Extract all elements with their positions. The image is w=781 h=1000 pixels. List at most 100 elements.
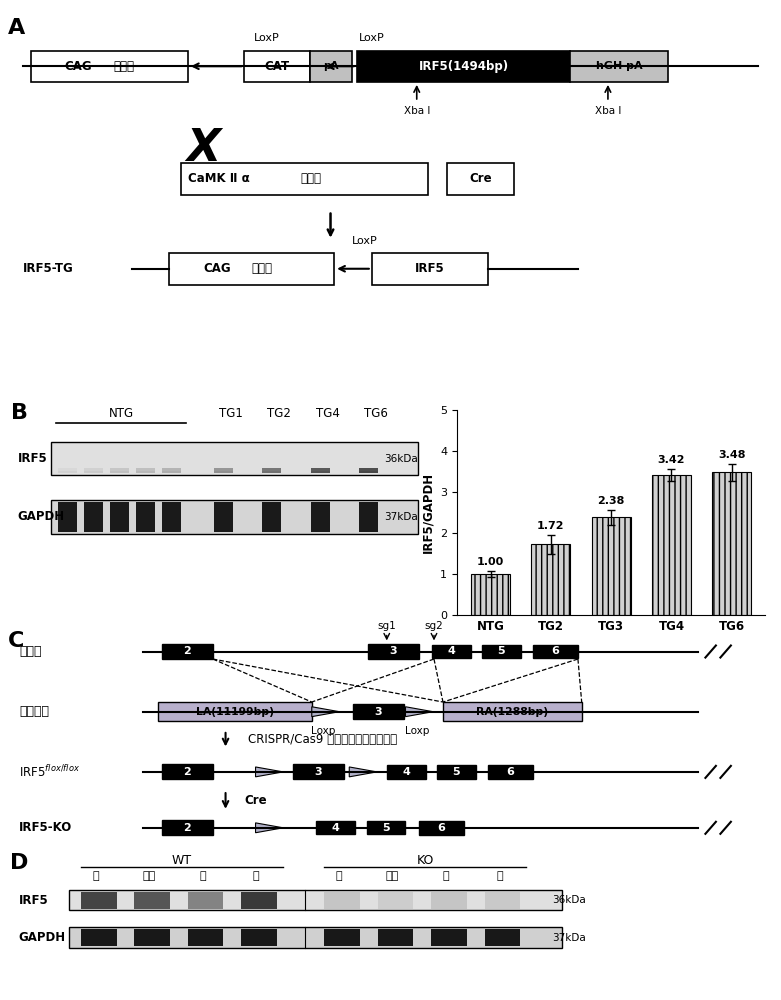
Text: IRF5: IRF5 — [415, 262, 444, 275]
Text: 3.48: 3.48 — [718, 450, 746, 460]
Text: LoxP: LoxP — [351, 235, 377, 245]
FancyBboxPatch shape — [244, 50, 310, 82]
FancyBboxPatch shape — [84, 469, 103, 473]
FancyBboxPatch shape — [136, 502, 155, 532]
FancyBboxPatch shape — [378, 929, 413, 946]
FancyBboxPatch shape — [162, 470, 181, 473]
Polygon shape — [312, 707, 340, 717]
FancyBboxPatch shape — [110, 468, 129, 472]
Text: Xba I: Xba I — [404, 106, 430, 116]
FancyBboxPatch shape — [69, 890, 562, 910]
Text: 4: 4 — [402, 767, 410, 777]
FancyBboxPatch shape — [84, 469, 103, 472]
Text: 6: 6 — [437, 823, 445, 833]
Text: 3: 3 — [375, 707, 383, 717]
Text: 1.00: 1.00 — [477, 557, 504, 567]
Text: A: A — [8, 17, 25, 37]
FancyBboxPatch shape — [84, 468, 103, 471]
FancyBboxPatch shape — [214, 469, 233, 473]
Text: B: B — [12, 403, 28, 423]
FancyBboxPatch shape — [311, 468, 330, 471]
Text: CRISPR/Cas9 介导的额同源重组修复: CRISPR/Cas9 介导的额同源重组修复 — [248, 733, 398, 746]
FancyBboxPatch shape — [359, 470, 378, 473]
FancyBboxPatch shape — [311, 502, 330, 532]
FancyBboxPatch shape — [324, 892, 360, 909]
FancyBboxPatch shape — [311, 468, 330, 471]
Text: LoxP: LoxP — [254, 33, 280, 43]
FancyBboxPatch shape — [311, 469, 330, 472]
Text: Loxp: Loxp — [405, 726, 429, 736]
FancyBboxPatch shape — [293, 764, 344, 779]
FancyBboxPatch shape — [431, 892, 467, 909]
FancyBboxPatch shape — [488, 765, 533, 779]
FancyBboxPatch shape — [110, 468, 129, 471]
FancyBboxPatch shape — [262, 468, 281, 471]
FancyBboxPatch shape — [58, 470, 77, 473]
FancyBboxPatch shape — [136, 470, 155, 473]
Text: 脂肪: 脂肪 — [386, 871, 399, 881]
FancyBboxPatch shape — [162, 820, 212, 835]
FancyBboxPatch shape — [359, 468, 378, 472]
FancyBboxPatch shape — [387, 765, 426, 779]
Bar — [712, 472, 751, 615]
Text: NTG: NTG — [109, 407, 134, 420]
FancyBboxPatch shape — [378, 892, 413, 909]
Text: 脑: 脑 — [336, 871, 342, 881]
FancyBboxPatch shape — [169, 253, 334, 284]
FancyBboxPatch shape — [162, 469, 181, 473]
FancyBboxPatch shape — [84, 502, 103, 532]
Text: LA(11199bp): LA(11199bp) — [196, 707, 274, 717]
Text: 37kDa: 37kDa — [551, 933, 586, 943]
Text: Xba I: Xba I — [595, 106, 621, 116]
FancyBboxPatch shape — [359, 469, 378, 473]
FancyBboxPatch shape — [162, 468, 181, 471]
Bar — [591, 517, 631, 615]
Text: TG6: TG6 — [364, 407, 388, 420]
Text: 供体载体: 供体载体 — [20, 705, 49, 718]
FancyBboxPatch shape — [58, 469, 77, 472]
Text: 肺: 肺 — [443, 871, 449, 881]
FancyBboxPatch shape — [311, 470, 330, 473]
FancyBboxPatch shape — [262, 469, 281, 472]
FancyBboxPatch shape — [484, 892, 520, 909]
FancyBboxPatch shape — [84, 469, 103, 472]
Polygon shape — [405, 707, 433, 717]
Text: IRF5: IRF5 — [19, 894, 48, 907]
Text: IRF5-KO: IRF5-KO — [20, 821, 73, 834]
Text: 启动子: 启动子 — [113, 60, 134, 73]
FancyBboxPatch shape — [311, 468, 330, 472]
FancyBboxPatch shape — [262, 502, 281, 532]
Bar — [652, 475, 691, 615]
Text: CAT: CAT — [265, 60, 290, 73]
FancyBboxPatch shape — [136, 468, 155, 471]
Text: 6: 6 — [551, 647, 559, 656]
FancyBboxPatch shape — [359, 468, 378, 471]
Text: RA(1288bp): RA(1288bp) — [476, 707, 548, 717]
FancyBboxPatch shape — [214, 469, 233, 472]
FancyBboxPatch shape — [136, 468, 155, 471]
Text: IRF5(1494bp): IRF5(1494bp) — [419, 60, 508, 73]
Text: pA: pA — [323, 61, 339, 71]
FancyBboxPatch shape — [366, 821, 405, 834]
FancyBboxPatch shape — [310, 50, 351, 82]
FancyBboxPatch shape — [447, 163, 514, 194]
FancyBboxPatch shape — [134, 892, 170, 909]
Text: hGH pA: hGH pA — [596, 61, 643, 71]
FancyBboxPatch shape — [58, 469, 77, 473]
FancyBboxPatch shape — [84, 470, 103, 473]
FancyBboxPatch shape — [262, 468, 281, 472]
FancyBboxPatch shape — [372, 253, 488, 284]
FancyBboxPatch shape — [136, 469, 155, 473]
FancyBboxPatch shape — [52, 442, 419, 475]
FancyBboxPatch shape — [187, 929, 223, 946]
FancyBboxPatch shape — [241, 929, 276, 946]
FancyBboxPatch shape — [311, 469, 330, 473]
FancyBboxPatch shape — [84, 469, 103, 473]
FancyBboxPatch shape — [443, 702, 582, 721]
FancyBboxPatch shape — [482, 645, 521, 658]
Text: 3: 3 — [315, 767, 323, 777]
Text: WT: WT — [172, 854, 192, 867]
Text: 2: 2 — [184, 767, 191, 777]
FancyBboxPatch shape — [162, 469, 181, 473]
FancyBboxPatch shape — [214, 470, 233, 473]
